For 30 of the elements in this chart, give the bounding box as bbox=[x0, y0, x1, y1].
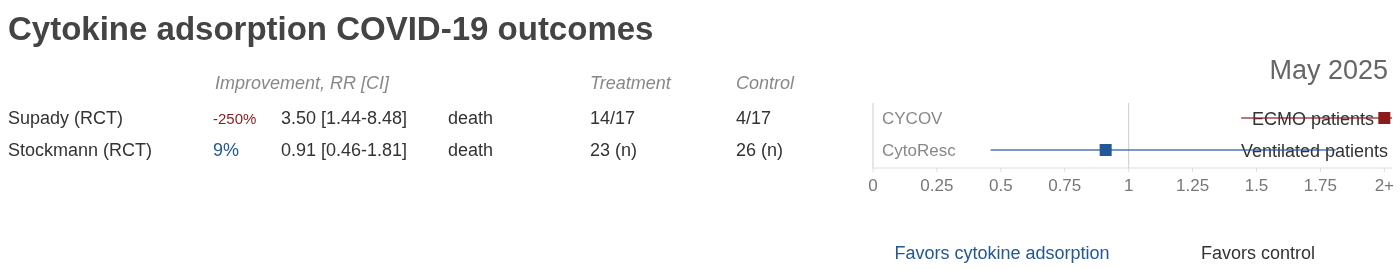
text: Supady (RCT) bbox=[8, 108, 124, 128]
text: Cytokine adsorption COVID-19 outcomes bbox=[8, 10, 654, 47]
text: death bbox=[448, 140, 494, 160]
text: 23 (n) bbox=[590, 140, 638, 160]
x-tick-label: 2+ bbox=[1374, 176, 1395, 195]
x-tick-label: 0.25 bbox=[920, 176, 954, 195]
text: Favors control bbox=[1200, 243, 1316, 263]
x-tick-label: 1.25 bbox=[1176, 176, 1210, 195]
x-tick-label: 0 bbox=[868, 176, 878, 195]
text: 3.50 [1.44-8.48] bbox=[281, 108, 408, 128]
x-tick-label: 0.75 bbox=[1048, 176, 1082, 195]
text: Control bbox=[736, 73, 796, 93]
text: May 2025 bbox=[1269, 55, 1388, 85]
text: 14/17 bbox=[590, 108, 636, 128]
text: Treatment bbox=[590, 73, 672, 93]
text: Favors cytokine adsorption bbox=[894, 243, 1110, 263]
x-tick-label: 1.5 bbox=[1244, 176, 1269, 195]
text: 0.91 [0.46-1.81] bbox=[281, 140, 408, 160]
text: 9% bbox=[213, 140, 240, 160]
text: death bbox=[448, 108, 494, 128]
text: 4/17 bbox=[736, 108, 772, 128]
x-tick-label: 1.75 bbox=[1303, 176, 1337, 195]
text: -250% bbox=[213, 110, 257, 127]
y-tick-label: CytoResc bbox=[882, 141, 957, 160]
text: Improvement, RR [CI] bbox=[215, 73, 391, 93]
x-tick-label: 0.5 bbox=[989, 176, 1013, 195]
text: Stockmann (RCT) bbox=[8, 140, 153, 160]
text: 26 (n) bbox=[736, 140, 784, 160]
x-tick-label: 1 bbox=[1123, 176, 1134, 195]
y-tick-label: CYCOV bbox=[882, 109, 944, 128]
